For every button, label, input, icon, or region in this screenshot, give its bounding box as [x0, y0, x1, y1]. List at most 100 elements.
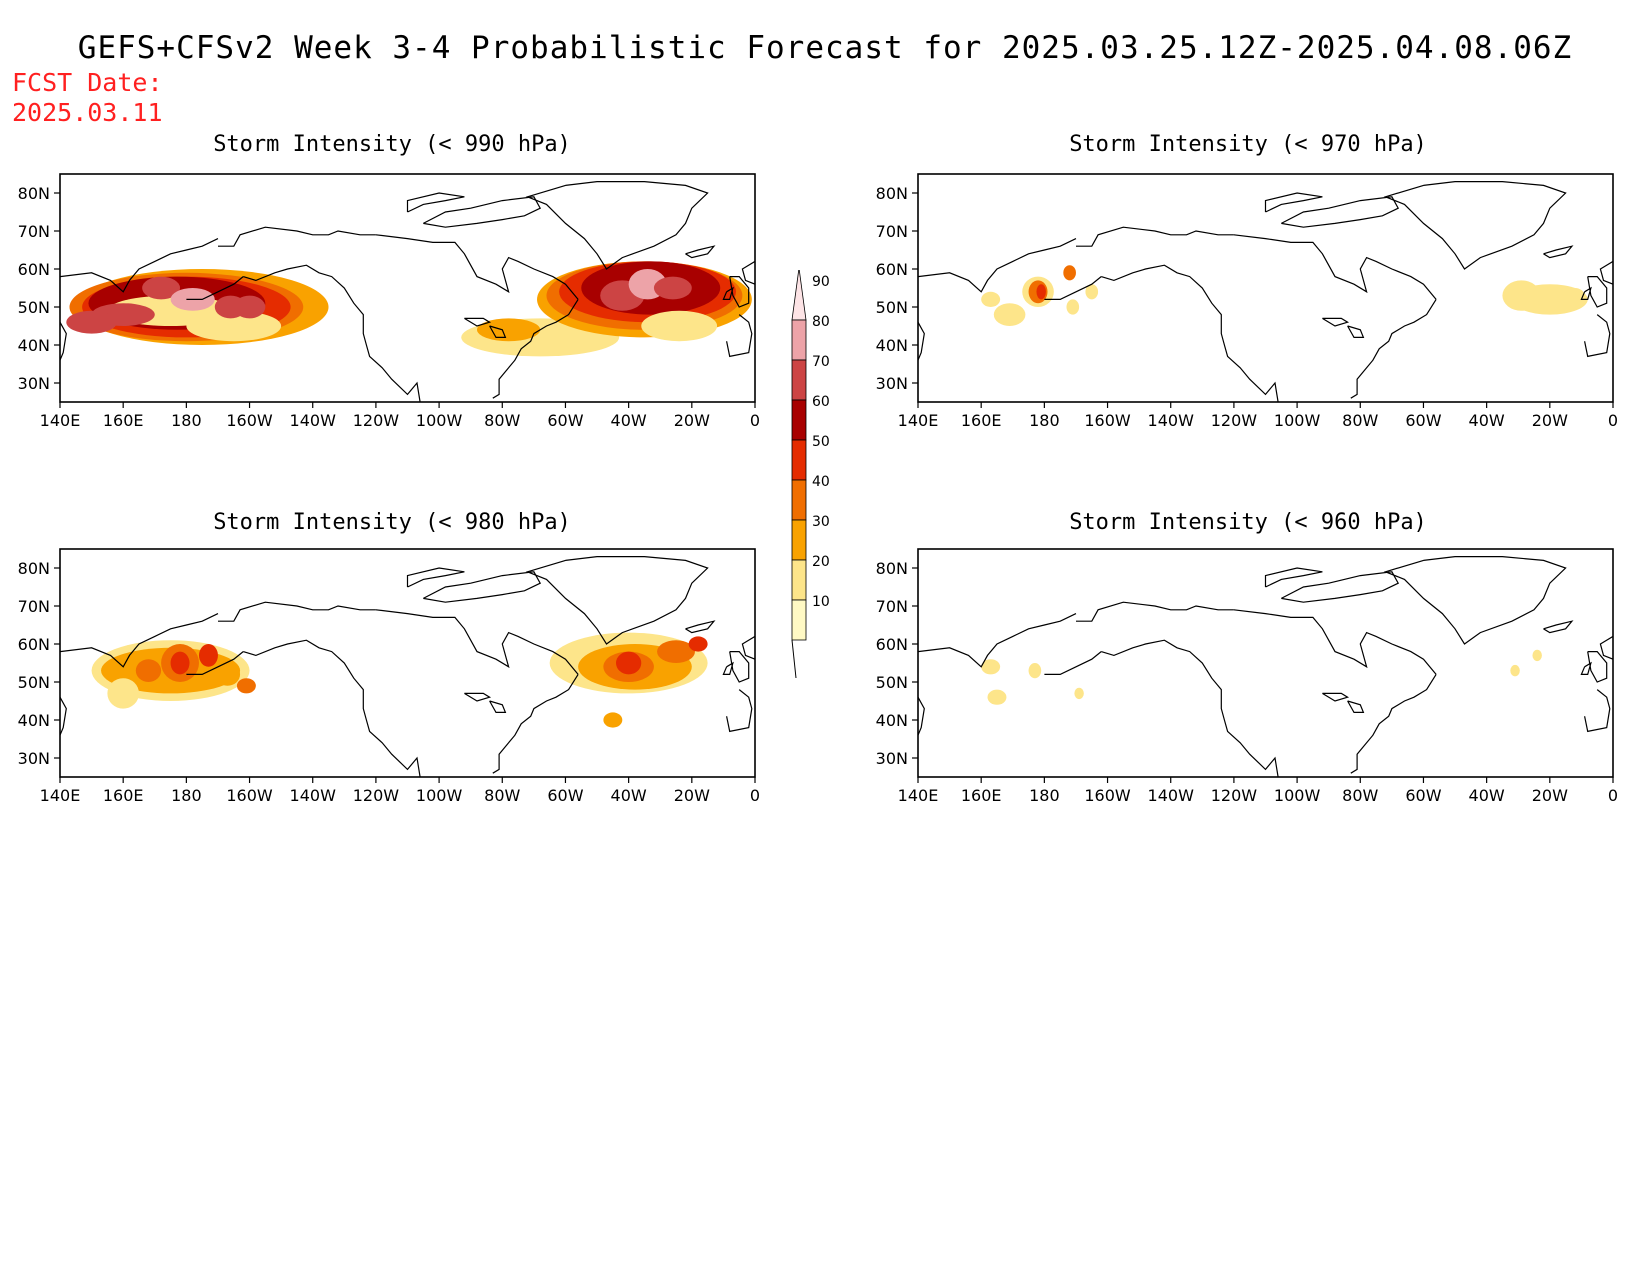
lat-label: 70N: [18, 597, 50, 616]
lon-label: 40W: [1469, 786, 1505, 805]
coastline: [243, 264, 421, 402]
probability-contour: [1510, 664, 1520, 677]
colorbar-label: 60: [812, 394, 830, 410]
lon-label: 100W: [1274, 786, 1321, 805]
coastline: [1599, 260, 1613, 285]
lon-label: 20W: [674, 786, 710, 805]
lat-label: 50N: [876, 673, 908, 692]
lat-label: 80N: [18, 559, 50, 578]
probability-contour: [1502, 280, 1541, 311]
colorbar-cell: [791, 399, 807, 441]
lon-label: 180: [171, 411, 202, 430]
coastline: [406, 567, 465, 588]
lon-label: 180: [1029, 786, 1060, 805]
lon-label: 120W: [1211, 786, 1258, 805]
lon-label: 120W: [353, 411, 400, 430]
coastline: [1076, 601, 1234, 622]
coastline: [685, 245, 716, 259]
colorbar-label: 40: [812, 474, 830, 490]
coastline: [1587, 276, 1608, 308]
colorbar-label: 50: [812, 434, 830, 450]
probability-contour: [199, 644, 218, 667]
map-frame: [917, 173, 1614, 403]
lon-label: 140E: [898, 786, 939, 805]
coastline: [60, 238, 219, 293]
probability-contour: [236, 678, 256, 694]
coastline: [375, 234, 579, 300]
coastline: [729, 651, 750, 683]
lon-label: 140W: [1148, 786, 1195, 805]
coastline: [1584, 314, 1611, 358]
coastline: [1347, 700, 1365, 713]
coastline: [464, 317, 492, 327]
coastline: [1543, 245, 1574, 259]
lon-label: 40W: [611, 786, 647, 805]
lat-label: 70N: [876, 222, 908, 241]
probability-contour: [107, 678, 139, 709]
lon-label: 160W: [226, 411, 273, 430]
coastline: [218, 226, 376, 247]
probability-field: [60, 556, 755, 777]
lat-label: 50N: [18, 673, 50, 692]
coastline: [1347, 325, 1365, 338]
coastline: [918, 321, 925, 361]
coastline: [423, 571, 542, 603]
colorbar-label: 30: [812, 514, 830, 530]
lon-label: 40W: [1469, 411, 1505, 430]
forecast-date-value: 2025.03.11: [12, 98, 163, 127]
probability-contour: [1532, 649, 1542, 662]
lon-label: 140W: [290, 411, 337, 430]
lon-label: 0: [1608, 786, 1618, 805]
probability-contour: [603, 712, 623, 728]
coastline: [918, 613, 1077, 668]
lon-label: 60W: [1405, 411, 1441, 430]
probability-field: [918, 181, 1613, 402]
coastline: [741, 635, 755, 660]
lon-label: 120W: [353, 786, 400, 805]
probability-contour: [1074, 687, 1084, 700]
coastline: [729, 276, 750, 308]
coastline: [1233, 234, 1437, 300]
coastline: [489, 700, 507, 713]
colorbar-cell: [791, 519, 807, 561]
lat-label: 60N: [18, 260, 50, 279]
coastline: [243, 639, 421, 777]
coastline: [60, 613, 219, 668]
lat-label: 30N: [18, 749, 50, 768]
probability-field: [918, 556, 1613, 777]
coastline: [525, 181, 709, 270]
chart-title: GEFS+CFSv2 Week 3-4 Probabilistic Foreca…: [77, 30, 1573, 66]
coastline: [423, 196, 542, 228]
panel-title-970: Storm Intensity (< 970 hPa): [1069, 132, 1427, 157]
lon-label: 160E: [103, 786, 144, 805]
forecast-date: FCST Date: 2025.03.11: [12, 68, 163, 128]
lon-label: 20W: [1532, 411, 1568, 430]
lat-label: 70N: [876, 597, 908, 616]
probability-contour: [1063, 265, 1076, 281]
lon-label: 80W: [484, 786, 520, 805]
lon-label: 0: [1608, 411, 1618, 430]
lon-label: 60W: [547, 786, 583, 805]
lon-label: 140E: [898, 411, 939, 430]
coastline: [492, 674, 579, 774]
coastline: [722, 661, 734, 675]
lat-label: 30N: [876, 374, 908, 393]
colorbar-cell: [791, 319, 807, 361]
panel-title-990: Storm Intensity (< 990 hPa): [213, 132, 571, 157]
coastline: [1044, 651, 1102, 675]
probability-contour: [657, 640, 695, 663]
lat-label: 40N: [18, 711, 50, 730]
lon-label: 60W: [547, 411, 583, 430]
probability-contour: [1066, 299, 1080, 315]
coastline: [525, 556, 709, 645]
coastline: [1599, 635, 1613, 660]
coastline: [1383, 556, 1567, 645]
coastline: [186, 276, 244, 300]
lat-label: 60N: [18, 635, 50, 654]
lon-label: 180: [1029, 411, 1060, 430]
map-panel-960: 140E 160E 180 160W 140W 120W 100W 80W 60W 40W 20W 0…: [876, 548, 1618, 805]
lon-label: 160E: [961, 411, 1002, 430]
lat-label: 30N: [876, 749, 908, 768]
coastline: [1101, 264, 1279, 402]
probability-contour: [688, 636, 708, 652]
